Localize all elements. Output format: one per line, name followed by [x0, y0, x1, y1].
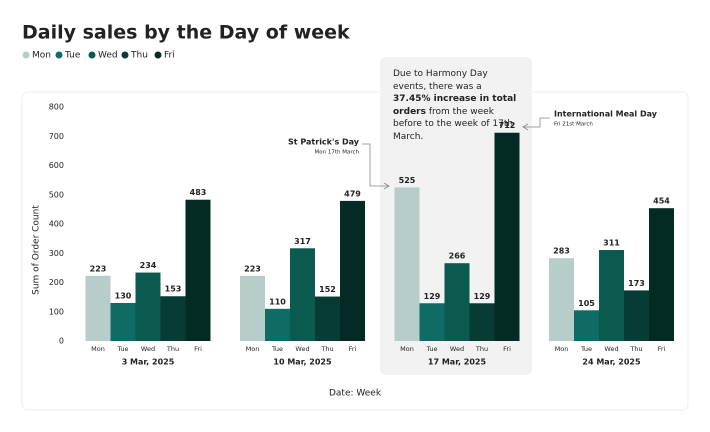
day-label: Wed	[450, 345, 464, 353]
legend-label: Mon	[32, 51, 51, 61]
data-label: 105	[578, 299, 595, 308]
data-label: 223	[244, 264, 261, 273]
day-label: Wed	[295, 345, 309, 353]
y-tick-label: 800	[49, 103, 64, 112]
data-label: 483	[190, 188, 207, 197]
x-tick-label: 17 Mar, 2025	[428, 358, 487, 367]
data-label: 311	[603, 239, 620, 248]
callout-highlight: 37.45% increase in total orders	[393, 94, 517, 117]
x-tick-label: 24 Mar, 2025	[582, 358, 641, 367]
bar	[444, 263, 470, 341]
day-label: Tue	[116, 345, 128, 353]
y-tick-label: 400	[49, 220, 64, 229]
data-label: 454	[653, 197, 670, 206]
y-tick-label: 100	[49, 307, 64, 316]
bar	[624, 290, 649, 341]
legend-swatch	[22, 51, 30, 59]
bar	[469, 303, 495, 341]
y-tick-label: 500	[49, 190, 64, 199]
bar	[185, 199, 211, 341]
data-label: 129	[474, 292, 491, 301]
legend-label: Thu	[130, 51, 148, 61]
bar	[419, 303, 445, 341]
bar	[315, 296, 340, 341]
callout-text: from the week before to the week of 17th…	[393, 106, 514, 142]
bar	[240, 275, 265, 341]
day-label: Tue	[425, 345, 437, 353]
data-label: 173	[628, 279, 645, 288]
annotation-arrow	[362, 143, 390, 190]
annotation-arrow	[522, 117, 550, 131]
annotation-subtext: Fri 21st March	[554, 122, 593, 128]
bar	[394, 187, 420, 341]
legend-swatch	[154, 51, 162, 59]
day-label: Thu	[320, 345, 333, 353]
legend-label: Wed	[98, 51, 118, 61]
bar	[599, 250, 624, 341]
bar	[549, 258, 574, 341]
bar	[265, 308, 290, 341]
annotation-title: International Meal Day	[554, 110, 658, 119]
data-label: 129	[424, 292, 441, 301]
day-label: Mon	[91, 345, 105, 353]
day-label: Wed	[141, 345, 155, 353]
data-label: 283	[553, 247, 570, 256]
day-label: Tue	[580, 345, 592, 353]
data-label: 234	[140, 261, 157, 270]
y-tick-label: 600	[49, 161, 64, 170]
data-label: 110	[269, 297, 286, 306]
y-tick-label: 300	[49, 249, 64, 258]
data-label: 223	[90, 264, 107, 273]
legend-swatch	[55, 51, 63, 59]
x-tick-label: 3 Mar, 2025	[122, 358, 175, 367]
data-label: 479	[344, 189, 361, 198]
x-tick-label: 10 Mar, 2025	[273, 358, 332, 367]
data-label: 266	[449, 252, 466, 261]
callout: Due to Harmony Day events, there was a 3…	[393, 68, 517, 143]
day-label: Tue	[271, 345, 283, 353]
day-label: Thu	[475, 345, 488, 353]
x-axis-title: Date: Week	[329, 389, 382, 399]
data-label: 153	[165, 285, 182, 294]
legend-label: Tue	[64, 51, 81, 61]
day-label: Mon	[246, 345, 260, 353]
day-label: Fri	[503, 345, 511, 353]
day-label: Wed	[604, 345, 618, 353]
bar	[574, 310, 599, 341]
y-axis-title: Sum of Order Count	[32, 205, 42, 295]
annotation-subtext: Mon 17th March	[315, 150, 360, 156]
day-label: Thu	[629, 345, 642, 353]
bar	[494, 132, 520, 341]
data-label: 525	[399, 176, 416, 185]
callout-text: Due to Harmony Day events, there was a	[393, 69, 488, 92]
legend-label: Fri	[164, 51, 175, 61]
day-label: Fri	[349, 345, 357, 353]
bar	[110, 302, 136, 341]
data-label: 152	[319, 285, 336, 294]
day-label: Mon	[400, 345, 414, 353]
chart-title: Daily sales by the Day of week	[22, 22, 350, 44]
bar	[135, 272, 161, 341]
bar	[85, 275, 111, 341]
legend-swatch	[121, 51, 129, 59]
day-label: Thu	[166, 345, 179, 353]
y-tick-label: 200	[49, 278, 64, 287]
bar	[160, 296, 186, 341]
y-tick-label: 0	[59, 337, 64, 346]
data-label: 712	[499, 121, 516, 130]
bar	[290, 248, 315, 341]
data-label: 130	[115, 291, 132, 300]
legend-swatch	[88, 51, 96, 59]
bar	[649, 208, 674, 341]
day-label: Mon	[555, 345, 569, 353]
bar	[340, 200, 365, 341]
day-label: Fri	[658, 345, 666, 353]
day-label: Fri	[194, 345, 202, 353]
data-label: 317	[294, 237, 311, 246]
y-tick-label: 700	[49, 132, 64, 141]
annotation-title: St Patrick's Day	[288, 138, 360, 147]
